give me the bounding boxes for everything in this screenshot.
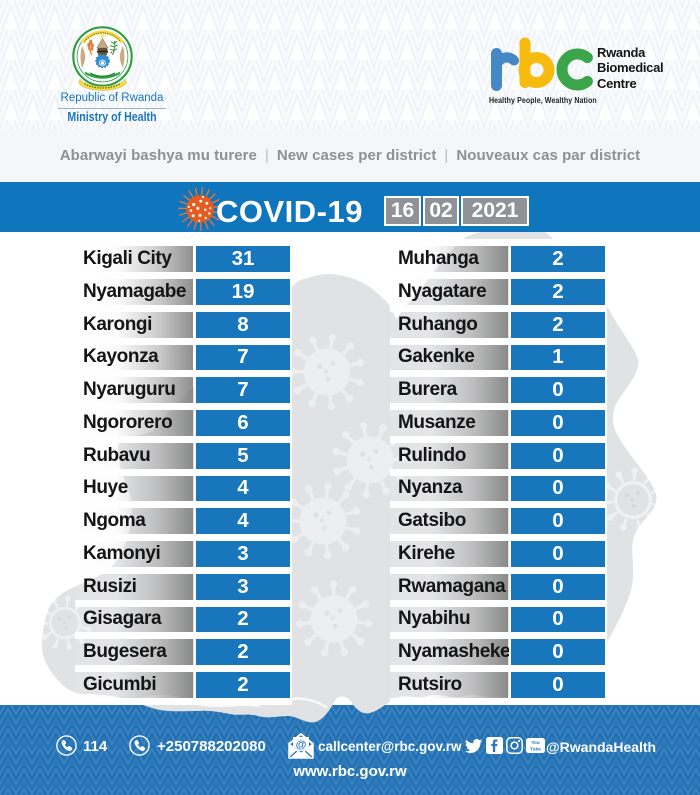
svg-text:Tube: Tube bbox=[530, 747, 541, 752]
svg-text:You: You bbox=[531, 740, 540, 745]
svg-text:@: @ bbox=[296, 739, 307, 751]
